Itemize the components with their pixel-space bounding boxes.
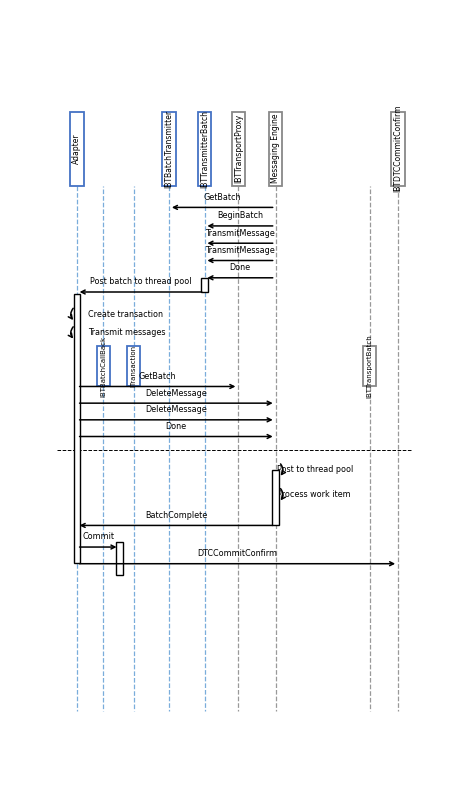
Text: Transmit messages: Transmit messages bbox=[88, 328, 166, 338]
FancyArrowPatch shape bbox=[281, 464, 285, 475]
Text: DTCCommitConfirm: DTCCommitConfirm bbox=[197, 549, 278, 558]
Text: Commit: Commit bbox=[82, 533, 114, 541]
FancyBboxPatch shape bbox=[363, 346, 376, 387]
Text: GetBatch: GetBatch bbox=[139, 372, 176, 381]
Text: IBTDTCCommitConfirm: IBTDTCCommitConfirm bbox=[393, 105, 403, 192]
Text: BeginBatch: BeginBatch bbox=[217, 212, 263, 221]
Text: Post to thread pool: Post to thread pool bbox=[277, 465, 353, 474]
FancyBboxPatch shape bbox=[198, 111, 211, 186]
FancyBboxPatch shape bbox=[232, 111, 245, 186]
FancyBboxPatch shape bbox=[269, 111, 282, 186]
Text: DeleteMessage: DeleteMessage bbox=[145, 405, 207, 415]
Text: Adapter: Adapter bbox=[72, 133, 81, 164]
Text: BatchComplete: BatchComplete bbox=[145, 511, 207, 520]
Text: IBTBatchTransmitter: IBTBatchTransmitter bbox=[164, 110, 174, 188]
Text: Post batch to thread pool: Post batch to thread pool bbox=[90, 277, 191, 286]
Text: DeleteMessage: DeleteMessage bbox=[145, 389, 207, 398]
Text: Messaging Engine: Messaging Engine bbox=[271, 114, 280, 184]
FancyArrowPatch shape bbox=[68, 308, 73, 318]
FancyBboxPatch shape bbox=[391, 111, 405, 186]
FancyBboxPatch shape bbox=[162, 111, 176, 186]
Text: IBTTransmitterBatch: IBTTransmitterBatch bbox=[200, 110, 209, 188]
FancyArrowPatch shape bbox=[68, 327, 73, 338]
Text: ITransaction: ITransaction bbox=[131, 346, 136, 387]
FancyBboxPatch shape bbox=[202, 277, 208, 292]
Text: GetBatch: GetBatch bbox=[203, 192, 241, 202]
FancyArrowPatch shape bbox=[281, 488, 285, 499]
FancyBboxPatch shape bbox=[127, 346, 140, 387]
FancyBboxPatch shape bbox=[116, 542, 123, 575]
FancyBboxPatch shape bbox=[70, 111, 83, 186]
Text: Done: Done bbox=[229, 263, 251, 272]
Text: IBTBatchCallBack: IBTBatchCallBack bbox=[100, 336, 106, 397]
FancyBboxPatch shape bbox=[97, 346, 110, 387]
FancyBboxPatch shape bbox=[273, 470, 279, 525]
Text: TransmitMessage: TransmitMessage bbox=[205, 229, 275, 237]
Text: TransmitMessage: TransmitMessage bbox=[205, 246, 275, 255]
Text: IBTTransportBatch: IBTTransportBatch bbox=[366, 334, 373, 399]
Text: Process work item: Process work item bbox=[277, 490, 350, 499]
FancyBboxPatch shape bbox=[74, 294, 80, 563]
Text: IBTTransportProxy: IBTTransportProxy bbox=[234, 114, 243, 184]
Text: Create transaction: Create transaction bbox=[88, 310, 164, 318]
Text: Done: Done bbox=[166, 422, 187, 431]
